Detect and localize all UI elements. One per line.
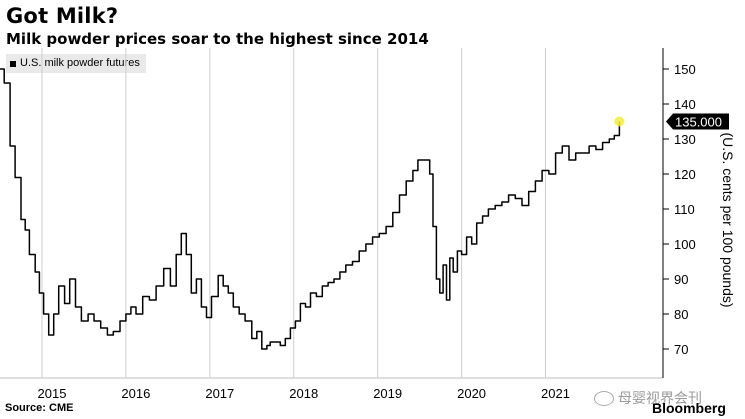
x-tick-label: 2015 — [38, 386, 67, 401]
legend-swatch — [10, 60, 16, 67]
x-tick-label: 2019 — [373, 386, 402, 401]
y-tick-label: 70 — [674, 342, 688, 357]
source-note: Source: CME — [5, 402, 74, 414]
y-tick-label: 150 — [674, 62, 696, 77]
watermark-text: 母婴视界会刊 — [618, 390, 702, 406]
last-value-dot — [614, 116, 625, 127]
gridlines — [0, 48, 663, 379]
legend-label: U.S. milk powder futures — [20, 57, 140, 69]
y-tick-label: 100 — [674, 237, 696, 252]
y-axis-label: (U.S. cents per 100 pounds) — [720, 132, 736, 308]
last-value-badge — [666, 113, 729, 130]
y-tick-label: 140 — [674, 97, 696, 112]
x-tick-label: 2017 — [205, 386, 234, 401]
y-tick-label: 110 — [674, 202, 695, 217]
chart-subtitle: Milk powder prices soar to the highest s… — [6, 30, 429, 48]
wechat-icon — [594, 390, 614, 406]
y-tick-label: 130 — [674, 132, 696, 147]
y-tick-label: 120 — [674, 167, 696, 182]
axis-ticks: 2015 2016 2017 2018 2019 2020 2021 70 80 90 100 110… — [38, 48, 696, 401]
last-value-label: 135.000 — [675, 115, 722, 130]
legend: U.S. milk powder futures — [6, 54, 146, 73]
watermark: 母婴视界会刊 — [594, 388, 702, 408]
x-tick-label: 2018 — [289, 386, 318, 401]
x-tick-label: 2021 — [541, 386, 570, 401]
y-tick-label: 90 — [674, 272, 688, 287]
y-tick-label: 80 — [674, 307, 688, 322]
chart-title: Got Milk? — [6, 4, 119, 28]
series-line-milk-powder — [0, 68, 621, 350]
last-value-marker: 135.000 — [614, 113, 729, 130]
x-tick-label: 2016 — [121, 386, 150, 401]
bloomberg-logo: Bloomberg — [652, 400, 726, 416]
x-tick-label: 2020 — [457, 386, 486, 401]
